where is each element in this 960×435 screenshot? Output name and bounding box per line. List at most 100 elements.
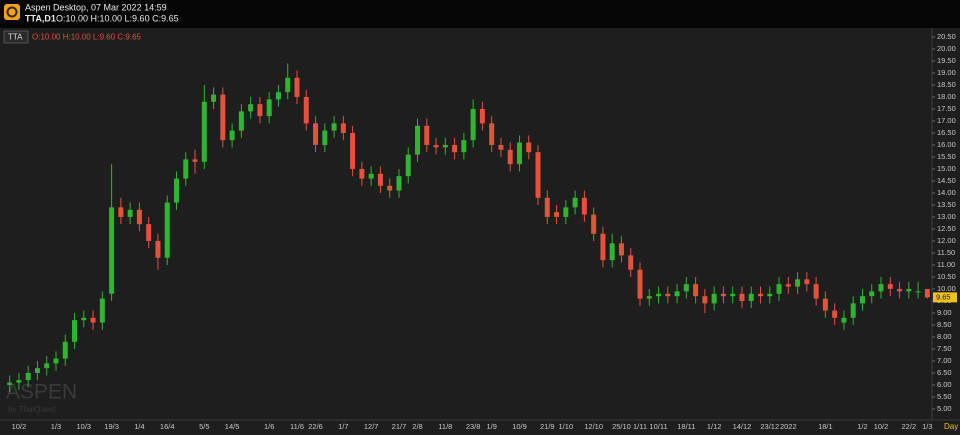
y-tick-label: 17.50 — [937, 104, 956, 113]
candle-body — [683, 284, 689, 292]
candle-body — [702, 296, 708, 304]
candle-body — [628, 255, 634, 270]
candle-body — [841, 317, 847, 323]
legend-box[interactable] — [3, 30, 29, 44]
candle-body — [730, 293, 736, 297]
candle-body — [813, 284, 819, 299]
candle-body — [915, 291, 921, 293]
y-tick-label: 14.50 — [937, 176, 956, 185]
candle-body — [294, 77, 300, 97]
candle-body — [609, 243, 615, 261]
candle-body — [266, 99, 272, 117]
x-tick-label: 21/9 — [540, 422, 555, 431]
candle-body — [859, 296, 865, 304]
candle-body — [340, 123, 346, 133]
candle-body — [238, 111, 244, 131]
candle-body — [526, 142, 532, 153]
y-tick-label: 16.00 — [937, 140, 956, 149]
y-tick-label: 10.00 — [937, 284, 956, 293]
candle-body — [507, 149, 513, 165]
y-tick-label: 6.00 — [937, 380, 952, 389]
candle-body — [516, 142, 522, 165]
watermark-by: by ThaiQuest — [8, 405, 56, 414]
candle-body — [433, 144, 439, 148]
symbol: TTA,D1 — [25, 13, 56, 23]
x-tick-label: 16/4 — [160, 422, 175, 431]
title-bar — [0, 0, 960, 28]
last-price-tag — [933, 292, 957, 303]
candle-body — [136, 209, 142, 225]
y-tick-label: 20.00 — [937, 44, 956, 53]
x-tick-label: 12/10 — [584, 422, 603, 431]
candle-body — [322, 130, 328, 145]
y-tick-label: 17.00 — [937, 116, 956, 125]
candle-body — [906, 288, 912, 292]
y-tick-label: 15.00 — [937, 164, 956, 173]
candle-body — [878, 284, 884, 292]
candle-body — [924, 288, 930, 298]
x-tick-label: 1/12 — [707, 422, 722, 431]
candle-body — [869, 291, 875, 297]
candle-body — [489, 123, 495, 145]
window-title: Aspen Desktop, 07 Mar 2022 14:59 — [25, 2, 167, 12]
x-tick-label: 21/7 — [392, 422, 407, 431]
candle-body — [544, 197, 550, 217]
x-tick-label: 1/9 — [486, 422, 496, 431]
candle-body — [637, 269, 643, 299]
x-tick-label: 1/6 — [264, 422, 274, 431]
x-unit[interactable]: Day — [944, 422, 958, 431]
x-tick-label: 22/2 — [902, 422, 917, 431]
x-tick-label: 18/1 — [818, 422, 833, 431]
candle-body — [201, 101, 207, 162]
x-tick-label: 14/12 — [733, 422, 752, 431]
candle-body — [173, 178, 179, 203]
x-tick-label: 1/10 — [559, 422, 574, 431]
candle-body — [313, 123, 319, 145]
x-tick-label: 10/9 — [512, 422, 527, 431]
x-tick-label: 18/11 — [677, 422, 695, 431]
y-tick-label: 20.50 — [937, 32, 956, 41]
y-tick-label: 12.00 — [937, 236, 956, 245]
y-tick-label: 15.50 — [937, 152, 956, 161]
x-tick-label: 2022 — [780, 422, 797, 431]
candle-body — [368, 173, 374, 179]
y-tick-label: 14.00 — [937, 188, 956, 197]
candle-body — [257, 104, 263, 117]
candle-body — [377, 173, 383, 186]
y-tick-label: 13.00 — [937, 212, 956, 221]
candle-body — [350, 132, 356, 169]
candle-body — [452, 144, 458, 153]
candle-body — [387, 185, 393, 191]
candle-body — [850, 303, 856, 318]
x-tick-label: 1/7 — [338, 422, 348, 431]
candle-body — [331, 123, 337, 131]
candle-body — [127, 209, 133, 217]
candle-body — [442, 144, 448, 148]
candle-body — [758, 293, 764, 297]
candle-body — [220, 94, 226, 141]
candle-body — [832, 310, 838, 318]
x-tick-label: 12/7 — [364, 422, 379, 431]
y-tick-label: 10.50 — [937, 272, 956, 281]
candle-body — [535, 152, 541, 198]
x-tick-label: 22/6 — [308, 422, 323, 431]
candle-body — [109, 207, 115, 294]
candle-body — [248, 104, 254, 112]
candle-body — [229, 130, 235, 141]
y-tick-label: 19.50 — [937, 56, 956, 65]
candle-body — [16, 380, 22, 383]
candle-body — [776, 284, 782, 294]
y-tick-label: 7.00 — [937, 356, 952, 365]
y-tick-label: 8.00 — [937, 332, 952, 341]
candle-body — [600, 233, 606, 261]
candle-body — [897, 288, 903, 292]
x-tick-label: 14/5 — [225, 422, 240, 431]
legend-symbol[interactable]: TTA — [8, 33, 23, 42]
candle-body — [822, 298, 828, 311]
candle-body — [405, 154, 411, 177]
x-tick-label: 10/3 — [76, 422, 91, 431]
candle-body — [155, 240, 161, 258]
candle-body — [785, 284, 791, 287]
candle-body — [693, 284, 699, 297]
